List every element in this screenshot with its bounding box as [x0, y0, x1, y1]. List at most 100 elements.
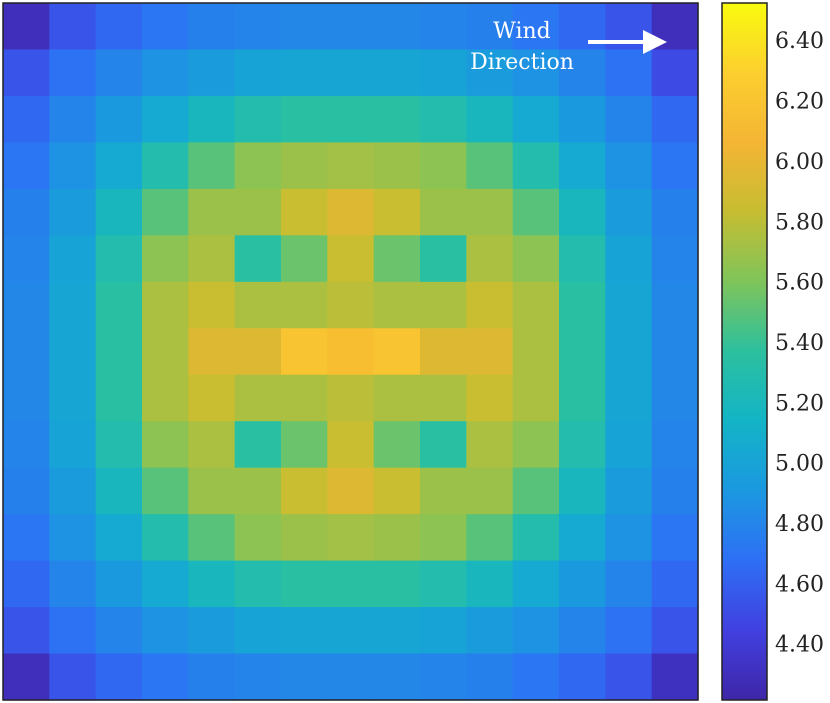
- heatmap-cell: [234, 49, 282, 97]
- heatmap-cell: [466, 142, 514, 190]
- heatmap-cell: [466, 3, 514, 51]
- heatmap-cell: [420, 49, 467, 97]
- heatmap-cell: [3, 328, 50, 376]
- heatmap-cell: [95, 95, 143, 143]
- heatmap-cell: [3, 374, 50, 422]
- heatmap-cell: [605, 421, 653, 469]
- heatmap-cell: [188, 421, 236, 469]
- heatmap-cell: [559, 467, 606, 515]
- heatmap-cell: [327, 188, 375, 236]
- heatmap-cell: [466, 560, 514, 608]
- heatmap-cell: [559, 653, 606, 701]
- heatmap-cell: [559, 95, 606, 143]
- heatmap-cell: [420, 235, 467, 283]
- heatmap-cell: [466, 607, 514, 655]
- heatmap-cell: [559, 607, 606, 655]
- heatmap-cell: [3, 560, 50, 608]
- heatmap-cell: [95, 235, 143, 283]
- heatmap-cell: [142, 49, 189, 97]
- heatmap-cell: [651, 188, 699, 236]
- heatmap-cell: [3, 49, 50, 97]
- heatmap-cell: [95, 560, 143, 608]
- heatmap-cell: [188, 328, 236, 376]
- heatmap-cell: [234, 281, 282, 329]
- heatmap-cell: [466, 421, 514, 469]
- colorbar-tick-label: 6.00: [775, 150, 824, 175]
- heatmap-cell: [373, 653, 421, 701]
- heatmap-cell: [651, 560, 699, 608]
- heatmap-cell: [142, 421, 189, 469]
- heatmap-cell: [466, 467, 514, 515]
- heatmap-cell: [373, 95, 421, 143]
- heatmap-cell: [466, 49, 514, 97]
- heatmap-cell: [373, 514, 421, 562]
- heatmap-cell: [95, 3, 143, 51]
- colorbar-tick-label: 5.20: [775, 391, 824, 416]
- heatmap-cell: [188, 188, 236, 236]
- heatmap-cell: [281, 467, 328, 515]
- annotation: Wind: [493, 19, 551, 44]
- heatmap-cell: [188, 281, 236, 329]
- heatmap-cell: [188, 560, 236, 608]
- heatmap-cell: [281, 653, 328, 701]
- heatmap-cell: [234, 560, 282, 608]
- heatmap-cell: [512, 328, 560, 376]
- heatmap-cell: [466, 281, 514, 329]
- heatmap-cell: [49, 328, 97, 376]
- heatmap-cell: [281, 188, 328, 236]
- heatmap-cell: [512, 3, 560, 51]
- heatmap-cell: [188, 3, 236, 51]
- heatmap-cell: [605, 235, 653, 283]
- heatmap-cell: [420, 3, 467, 51]
- heatmap-cell: [512, 188, 560, 236]
- heatmap: [3, 3, 699, 701]
- heatmap-cell: [651, 421, 699, 469]
- heatmap-cell: [3, 235, 50, 283]
- heatmap-cell: [559, 281, 606, 329]
- heatmap-cell: [605, 188, 653, 236]
- heatmap-cell: [3, 607, 50, 655]
- heatmap-cell: [3, 467, 50, 515]
- heatmap-cell: [142, 514, 189, 562]
- heatmap-cell: [605, 467, 653, 515]
- heatmap-cell: [281, 49, 328, 97]
- heatmap-cell: [559, 328, 606, 376]
- annotation: Direction: [470, 50, 574, 75]
- heatmap-cell: [142, 607, 189, 655]
- heatmap-cell: [188, 374, 236, 422]
- heatmap-cell: [605, 514, 653, 562]
- heatmap-cell: [373, 3, 421, 51]
- heatmap-cell: [3, 95, 50, 143]
- heatmap-cell: [559, 235, 606, 283]
- heatmap-cell: [142, 560, 189, 608]
- heatmap-cell: [188, 95, 236, 143]
- heatmap-cell: [49, 607, 97, 655]
- colorbar-tick-label: 5.40: [775, 331, 824, 356]
- heatmap-cell: [3, 653, 50, 701]
- heatmap-cell: [605, 328, 653, 376]
- heatmap-cell: [466, 95, 514, 143]
- heatmap-cell: [466, 188, 514, 236]
- heatmap-cell: [466, 328, 514, 376]
- heatmap-cell: [234, 188, 282, 236]
- heatmap-cell: [512, 514, 560, 562]
- heatmap-cell: [188, 235, 236, 283]
- heatmap-cell: [95, 421, 143, 469]
- heatmap-cell: [327, 3, 375, 51]
- heatmap-cell: [373, 328, 421, 376]
- heatmap-cell: [281, 374, 328, 422]
- heatmap-cell: [651, 328, 699, 376]
- heatmap-cell: [605, 374, 653, 422]
- heatmap-cell: [49, 95, 97, 143]
- heatmap-cell: [512, 235, 560, 283]
- heatmap-cell: [95, 653, 143, 701]
- heatmap-cell: [466, 653, 514, 701]
- heatmap-cell: [327, 374, 375, 422]
- heatmap-cell: [605, 49, 653, 97]
- heatmap-cell: [49, 421, 97, 469]
- heatmap-cell: [373, 49, 421, 97]
- heatmap-cell: [142, 467, 189, 515]
- heatmap-cell: [420, 374, 467, 422]
- heatmap-cell: [234, 653, 282, 701]
